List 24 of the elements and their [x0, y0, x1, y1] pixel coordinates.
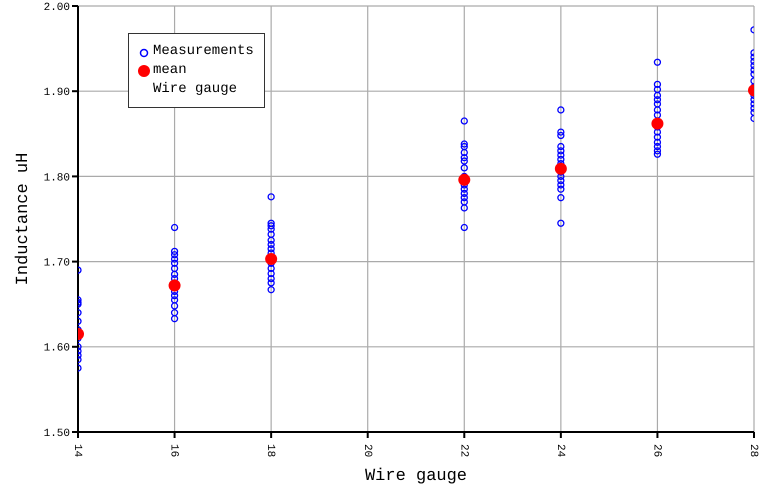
legend-label: mean	[153, 61, 187, 80]
y-tick-label: 2.00	[44, 2, 70, 14]
y-tick-label: 1.80	[44, 172, 70, 184]
x-tick-label: 22	[457, 444, 470, 458]
legend-label: Measurements	[153, 42, 254, 61]
x-tick-label: 16	[168, 444, 180, 458]
point	[265, 253, 278, 266]
annotation: Wire gauge	[152, 80, 238, 99]
y-axis-title: Inductance uH	[14, 152, 34, 286]
x-axis-title: Wire gauge	[364, 467, 468, 486]
y-tick-label: 1.70	[44, 258, 70, 270]
point	[554, 162, 567, 175]
x-tick-label: 28	[747, 444, 760, 458]
y-tick-label: 1.60	[44, 342, 70, 355]
y-tick-label: 1.90	[44, 87, 70, 100]
x-tick-label: 26	[650, 444, 663, 458]
x-tick-label: 14	[71, 444, 84, 458]
point	[168, 279, 181, 292]
y-tick-label: 1.50	[44, 428, 70, 440]
point	[458, 174, 470, 186]
x-tick-label: 24	[554, 444, 566, 458]
x-tick-label: 20	[360, 444, 373, 458]
x-tick-label: 18	[264, 444, 276, 458]
point	[651, 118, 664, 130]
